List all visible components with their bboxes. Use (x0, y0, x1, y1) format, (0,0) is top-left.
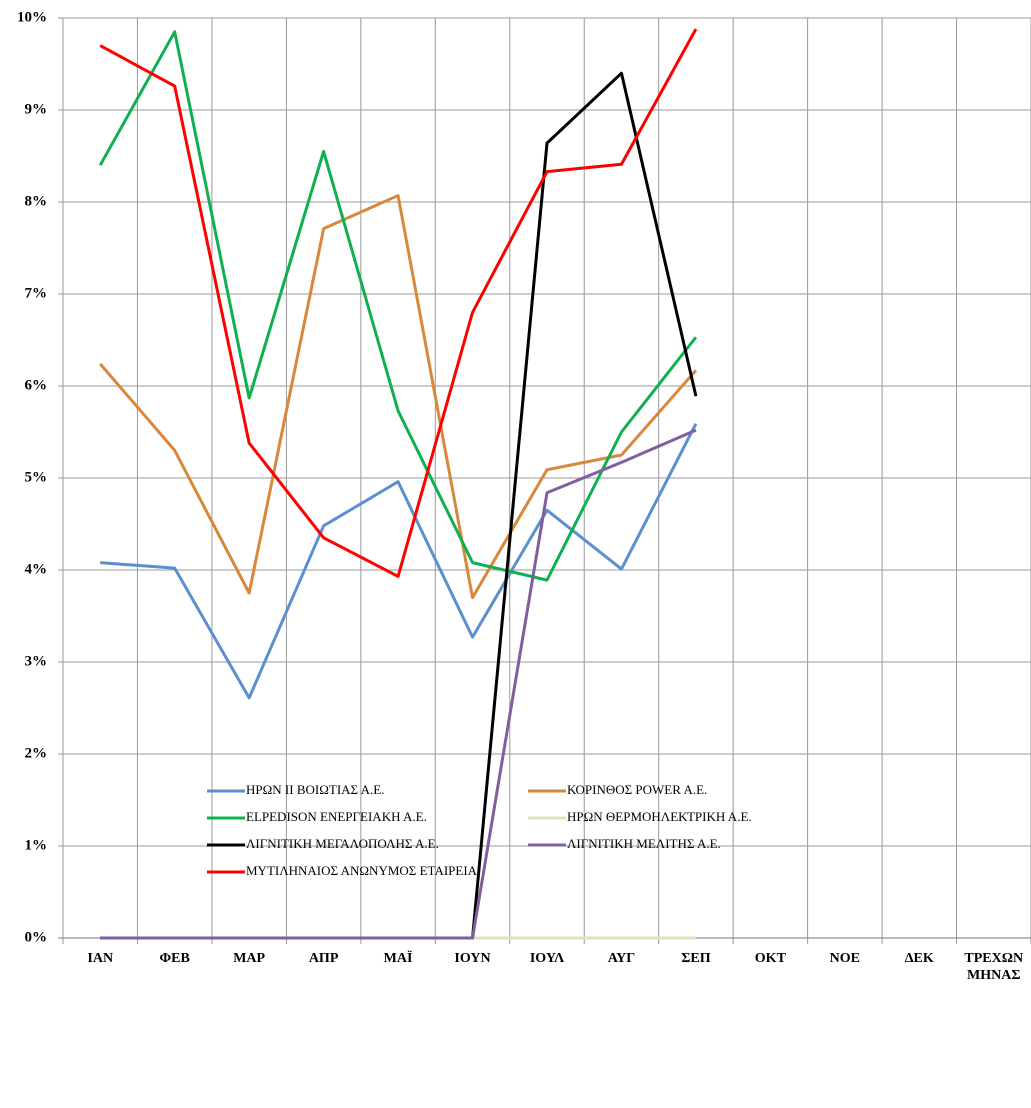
y-tick-label: 5% (25, 469, 48, 485)
series-line (99, 28, 698, 578)
x-tick-label: ΙΑΝ (87, 951, 114, 966)
x-tick-label: ΦΕΒ (159, 951, 190, 966)
x-tick-label: ΙΟΥΝ (454, 951, 491, 966)
x-tick-label: ΜΑΡ (233, 951, 266, 966)
y-tick-label: 9% (25, 101, 48, 117)
y-tick-label: 7% (25, 285, 48, 301)
series-line (99, 194, 698, 600)
x-tick-label: ΔΕΚ (904, 951, 934, 966)
legend-label: ELPEDISON ΕΝΕΡΓΕΙΑΚΗ Α.Ε. (246, 809, 427, 824)
y-tick-label: 3% (25, 653, 48, 669)
x-tick-label: ΑΥΓ (607, 951, 636, 966)
y-tick-label: 1% (25, 837, 48, 853)
legend-label: ΗΡΩΝ ΘΕΡΜΟΗΛΕΚΤΡΙΚΗ Α.Ε. (567, 809, 752, 824)
y-tick-label: 0% (25, 929, 48, 945)
x-tick-label: ΑΠΡ (308, 951, 339, 966)
x-tick-label: ΙΟΥΛ (529, 951, 565, 966)
y-tick-label: 10% (17, 9, 47, 25)
x-tick-label: ΜΑΪ (383, 951, 413, 966)
y-tick-label: 4% (25, 561, 48, 577)
legend-label: ΜΥΤΙΛΗΝΑΙΟΣ ΑΝΩΝΥΜΟΣ ΕΤΑΙΡΕΙΑ (246, 863, 478, 878)
legend-label: ΚΟΡΙΝΘΟΣ POWER A.E. (567, 782, 707, 797)
x-tick-label: ΤΡΕΧΩΝ ΜΗΝΑΣ (964, 951, 1024, 983)
legend-label: ΛΙΓΝΙΤΙΚΗ ΜΕΛΙΤΗΣ Α.Ε. (567, 836, 721, 851)
y-tick-label: 8% (25, 193, 48, 209)
x-tick-label: ΟΚΤ (754, 951, 786, 966)
x-tick-label: ΝΟΕ (829, 951, 860, 966)
legend-label: ΛΙΓΝΙΤΙΚΗ ΜΕΓΑΛΟΠΟΛΗΣ Α.Ε. (246, 836, 439, 851)
series-line (100, 428, 697, 940)
legend-label: ΗΡΩΝ ΙΙ ΒΟΙΩΤΙΑΣ Α.Ε. (246, 782, 384, 797)
y-tick-label: 2% (25, 745, 48, 761)
y-tick-label: 6% (25, 377, 48, 393)
series-line (98, 30, 698, 582)
x-tick-label: ΣΕΠ (681, 951, 711, 966)
series-line (100, 423, 698, 700)
